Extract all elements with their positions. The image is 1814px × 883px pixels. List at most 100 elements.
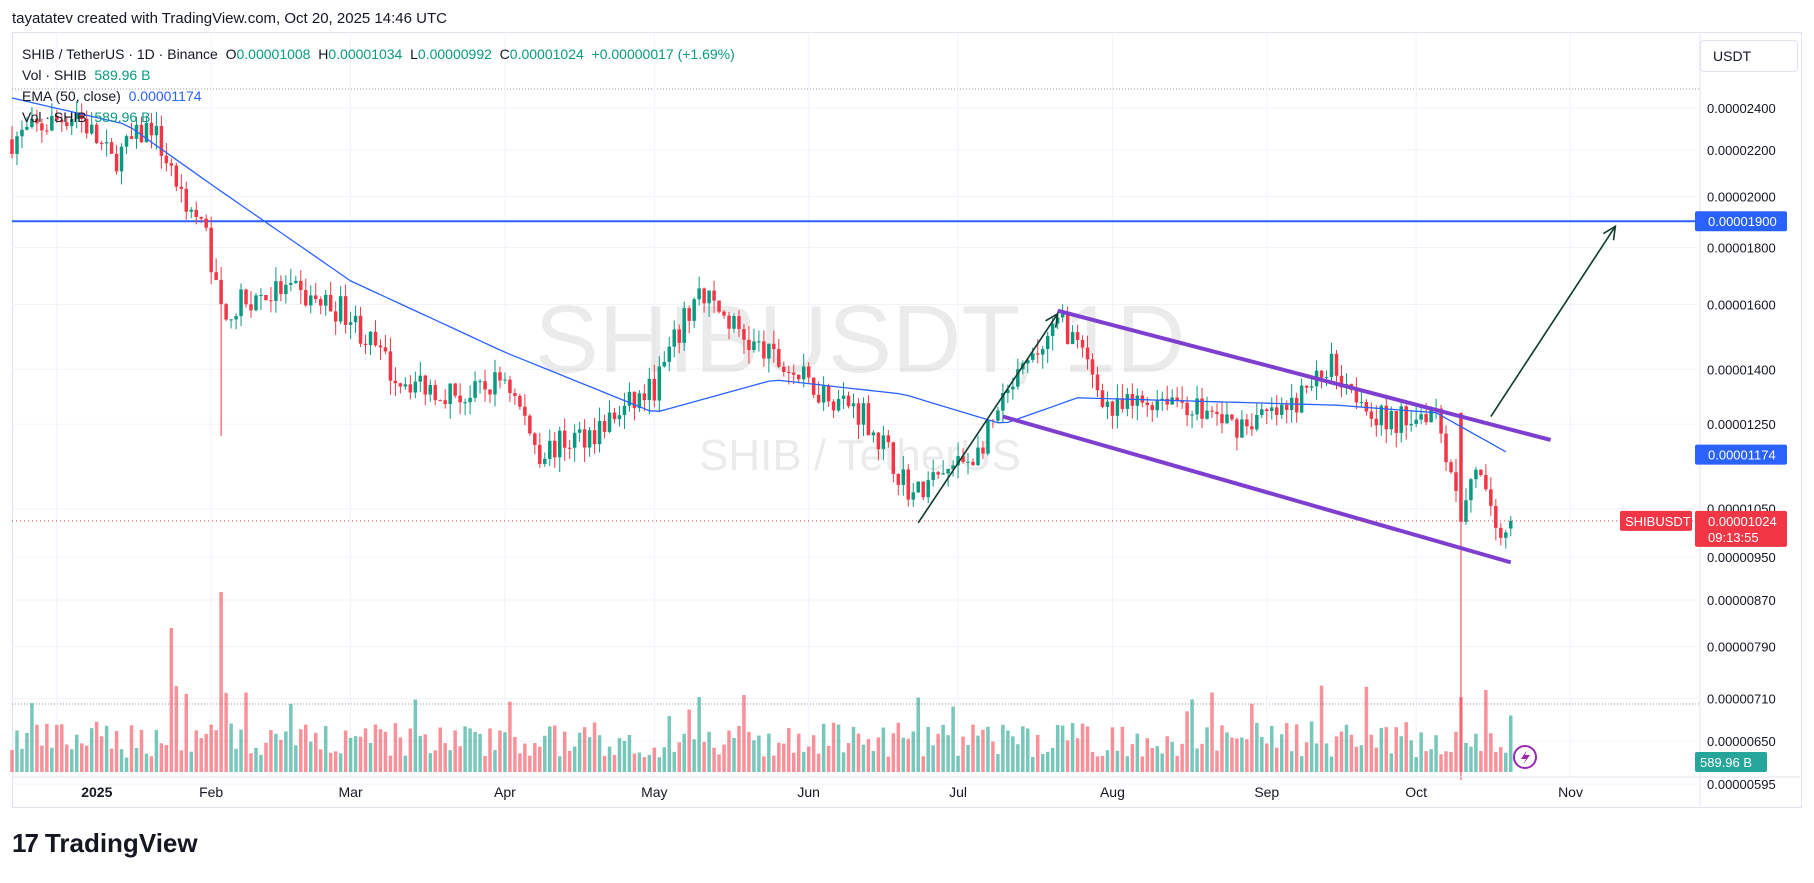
arrow-up-2 [1490, 225, 1617, 417]
x-tick-label: Sep [1254, 784, 1279, 800]
volume-bar [1359, 745, 1364, 772]
volume-bar [348, 737, 353, 772]
volume-bar [1210, 692, 1214, 772]
candle-body [264, 295, 268, 301]
volume-bar [548, 726, 552, 772]
volume-bar [154, 730, 159, 772]
legend-symbol[interactable]: SHIB / TetherUS · 1D · Binance [22, 46, 218, 62]
volume-bar [333, 751, 338, 772]
volume-bar [1120, 726, 1125, 772]
volume-bar [89, 728, 94, 772]
candle-body [65, 122, 69, 127]
candle-body [508, 379, 512, 394]
candle-body [30, 118, 34, 127]
candle-body [269, 300, 273, 302]
candle-body [1404, 406, 1408, 426]
volume-bar [1424, 751, 1428, 772]
volume-bar [552, 725, 557, 772]
candle-body [1265, 409, 1269, 411]
volume-bar [189, 751, 193, 772]
y-tick-label: 0.00000870 [1707, 593, 1776, 608]
candle-body [169, 163, 174, 166]
volume-bar [742, 694, 746, 772]
candle-body [338, 296, 343, 322]
candle-body [707, 290, 711, 304]
candle-body [627, 391, 632, 406]
candle-body [702, 288, 706, 304]
candle-body [1195, 398, 1199, 415]
volume-bar [269, 730, 273, 772]
volume-bar [239, 729, 243, 772]
volume-bar [821, 723, 826, 772]
candle-body [956, 456, 960, 466]
candle-body [692, 299, 696, 321]
candle-body [592, 430, 597, 445]
volume-bar [318, 749, 323, 772]
candle-body [886, 435, 891, 443]
volume-bar [796, 733, 801, 772]
volume-bar [328, 752, 333, 772]
legend-ema-row[interactable]: EMA (50, close) 0.00001174 [22, 86, 735, 107]
volume-bar [991, 741, 995, 772]
candle-body [533, 433, 537, 445]
candle-body [1469, 479, 1473, 501]
price-label-value: 0.00001024 [1708, 514, 1777, 529]
candle-body [732, 316, 736, 329]
candle-body [35, 118, 39, 124]
candle-body [119, 146, 124, 172]
candle-body [856, 403, 861, 425]
volume-bar [433, 750, 437, 772]
candle-body [513, 393, 517, 396]
volume-bar [562, 731, 567, 772]
watermark-name: SHIB / TetherUS [699, 431, 1021, 480]
volume-bar [1349, 734, 1354, 772]
candle-body [154, 126, 159, 136]
volume-bar [55, 724, 59, 772]
candle-body [1135, 395, 1140, 406]
volume-bar [1314, 743, 1319, 772]
volume-bar [1309, 721, 1314, 772]
candle-body [961, 456, 965, 462]
candle-body [403, 384, 408, 387]
volume-bar [1474, 733, 1478, 772]
volume-bar [841, 752, 846, 772]
volume-bar [1240, 737, 1244, 772]
volume-bar [443, 743, 447, 772]
brand[interactable]: 17 TradingView [12, 828, 198, 859]
y-tick-label: 0.00001400 [1707, 362, 1776, 377]
volume-bar [35, 724, 39, 772]
legend-volume-row[interactable]: Vol · SHIB 589.96 B [22, 65, 735, 86]
candle-body [104, 142, 109, 144]
volume-bar [1399, 736, 1403, 772]
volume-bar [557, 756, 562, 772]
volume-bar [1394, 727, 1398, 772]
candle-body [777, 349, 781, 367]
price-axis: 0.00002400 0.00002200 0.00002000 0.00001800… [1699, 34, 1776, 806]
candle-body [737, 316, 741, 330]
volume-bar [1479, 751, 1483, 772]
volume-bar [259, 754, 263, 772]
candle-body [876, 432, 881, 450]
candle-body [996, 410, 1000, 421]
candle-body [782, 366, 786, 372]
candle-body [1060, 313, 1065, 318]
candle-body [1085, 347, 1090, 360]
candle-body [1464, 500, 1468, 522]
volume-bar [1095, 756, 1100, 772]
candle-body [901, 469, 906, 485]
symbol-tag-box [1620, 510, 1692, 531]
candle-body [214, 272, 218, 280]
candle-body [94, 124, 99, 143]
volume-bar [1215, 750, 1219, 772]
currency-button[interactable]: USDT [1700, 40, 1798, 72]
legend-vol2-value: 589.96 B [94, 109, 151, 125]
candle-body [528, 415, 532, 434]
candle-body [712, 290, 716, 301]
legend-l-label: L [410, 46, 418, 62]
volume-bar [587, 737, 592, 772]
volume-bar [617, 738, 622, 772]
legend-vol-value: 589.96 B [94, 67, 151, 83]
candle-body [353, 315, 358, 323]
legend-volume2-row[interactable]: Vol · SHIB 589.96 B [22, 107, 735, 128]
